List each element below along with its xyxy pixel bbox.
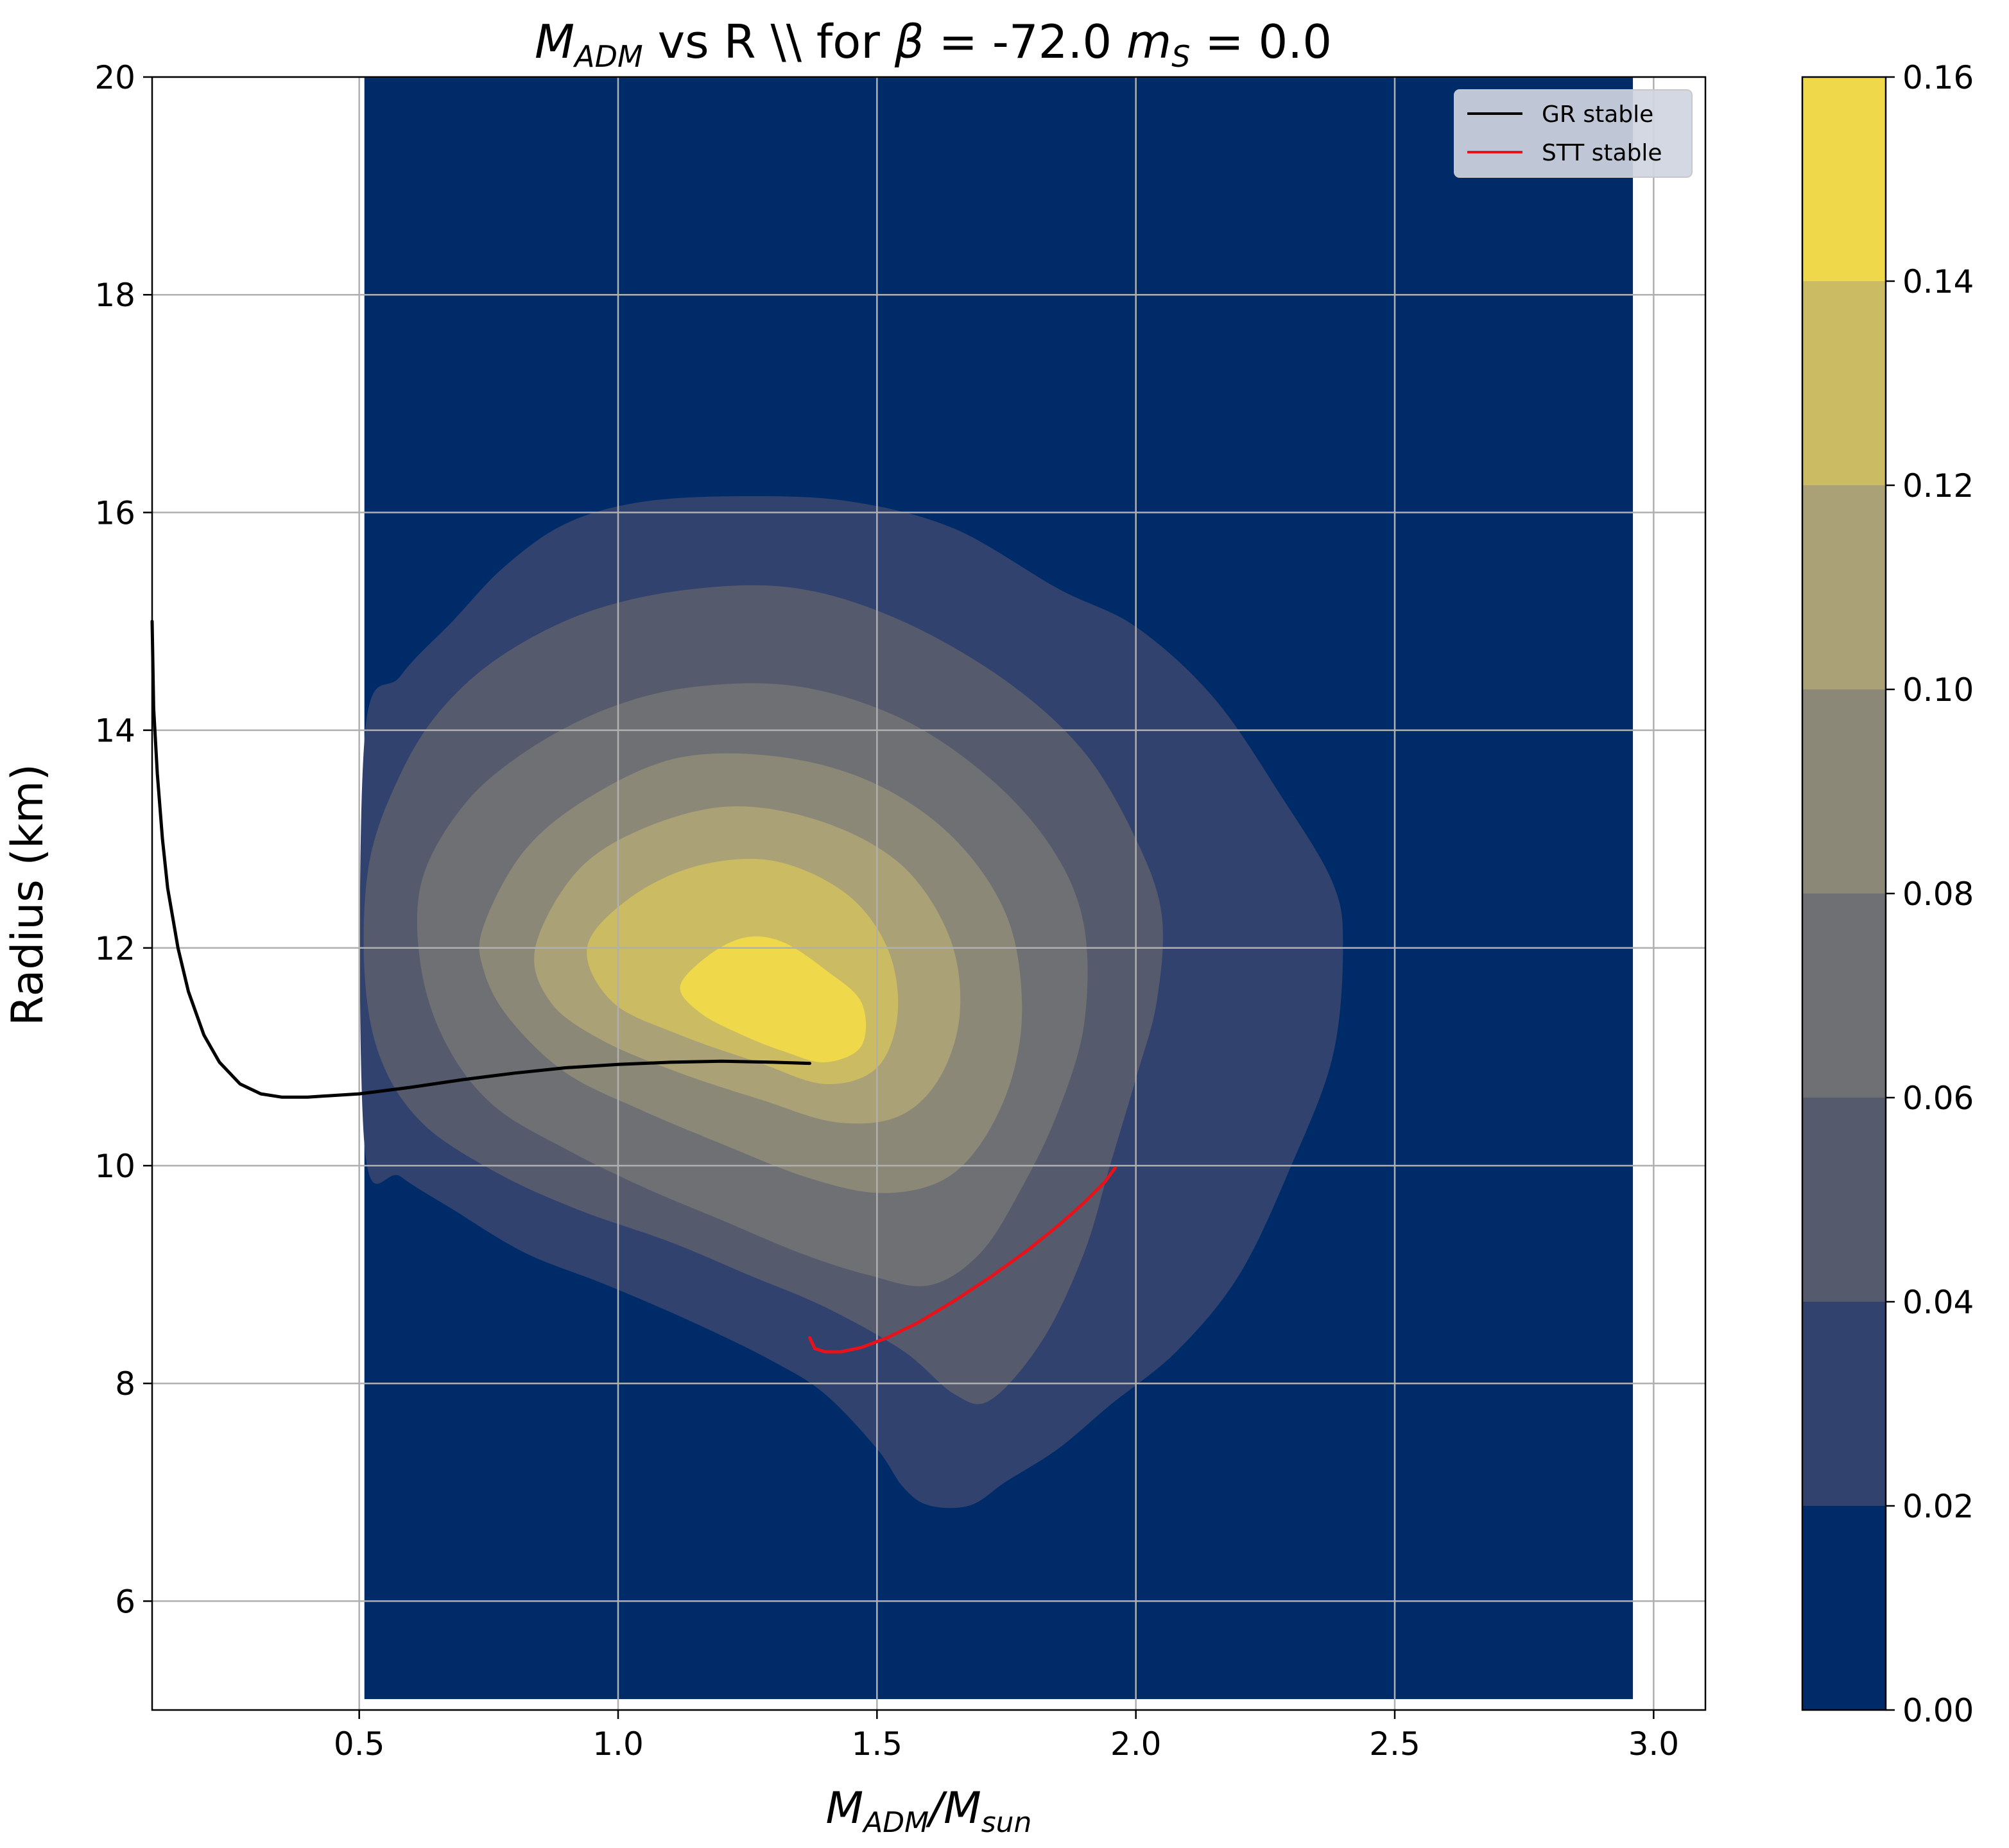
y-tick-label: 16 xyxy=(94,494,135,531)
y-tick-label: 6 xyxy=(115,1583,135,1620)
y-tick-label: 18 xyxy=(94,277,135,314)
legend-label-gr: GR stable xyxy=(1542,101,1653,128)
x-axis: 0.5 1.0 1.5 2.0 2.5 3.0 xyxy=(334,1710,1679,1763)
y-tick-label: 20 xyxy=(94,59,135,96)
x-tick-label: 2.0 xyxy=(1110,1725,1162,1763)
colorbar-band xyxy=(1802,77,1886,281)
colorbar-band xyxy=(1802,894,1886,1098)
series-lines xyxy=(150,619,1117,1354)
legend-box xyxy=(1454,89,1693,178)
gridlines xyxy=(152,76,1705,1710)
x-tick-label: 1.5 xyxy=(852,1725,903,1763)
y-tick-label: 14 xyxy=(94,712,135,750)
colorbar-band xyxy=(1802,1302,1886,1506)
contour-level-0.14 xyxy=(680,936,867,1063)
colorbar-band xyxy=(1802,1506,1886,1710)
colorbar-tick-label: 0.10 xyxy=(1902,671,1974,709)
colorbar-tick-label: 0.16 xyxy=(1902,59,1974,96)
x-tick-label: 0.5 xyxy=(334,1725,385,1763)
colorbar-tick-label: 0.08 xyxy=(1902,876,1974,913)
x-tick-label: 1.0 xyxy=(592,1725,644,1763)
gr-stable-line xyxy=(150,619,811,1099)
legend-label-stt: STT stable xyxy=(1542,140,1662,166)
x-tick-label: 2.5 xyxy=(1369,1725,1420,1763)
colorbar-band xyxy=(1802,1098,1886,1302)
x-tick-label: 3.0 xyxy=(1628,1725,1680,1763)
colorbar-band xyxy=(1802,485,1886,689)
colorbar-tick-label: 0.12 xyxy=(1902,467,1974,505)
plot-frame xyxy=(151,76,1707,1711)
x-axis-label: MADM/Msun xyxy=(826,1783,1032,1839)
colorbar-band xyxy=(1802,689,1886,894)
colorbar-band xyxy=(1802,281,1886,485)
y-axis-label: Radius (km) xyxy=(3,764,53,1026)
colorbar-tick-label: 0.04 xyxy=(1902,1284,1974,1321)
legend: GR stable STT stable xyxy=(1454,89,1693,178)
chart-title: MADM vs R \\ for β = -72.0 mS = 0.0 xyxy=(535,15,1332,74)
y-tick-label: 8 xyxy=(115,1365,135,1403)
colorbar-tick-label: 0.14 xyxy=(1902,263,1974,300)
y-axis: 6 8 10 12 14 16 18 20 xyxy=(94,59,152,1620)
plot-area xyxy=(150,76,1707,1711)
colorbar-tick-label: 0.00 xyxy=(1902,1692,1974,1729)
contour-fills xyxy=(359,496,1343,1508)
colorbar-tick-label: 0.02 xyxy=(1902,1488,1974,1525)
colorbar: 0.00 0.02 0.04 0.06 0.08 0.10 0.12 0.14 0.16 xyxy=(1801,59,1974,1729)
y-tick-label: 10 xyxy=(94,1148,135,1185)
colorbar-tick-label: 0.06 xyxy=(1902,1080,1974,1117)
y-tick-label: 12 xyxy=(94,930,135,967)
stt-stable-line xyxy=(808,1166,1117,1354)
